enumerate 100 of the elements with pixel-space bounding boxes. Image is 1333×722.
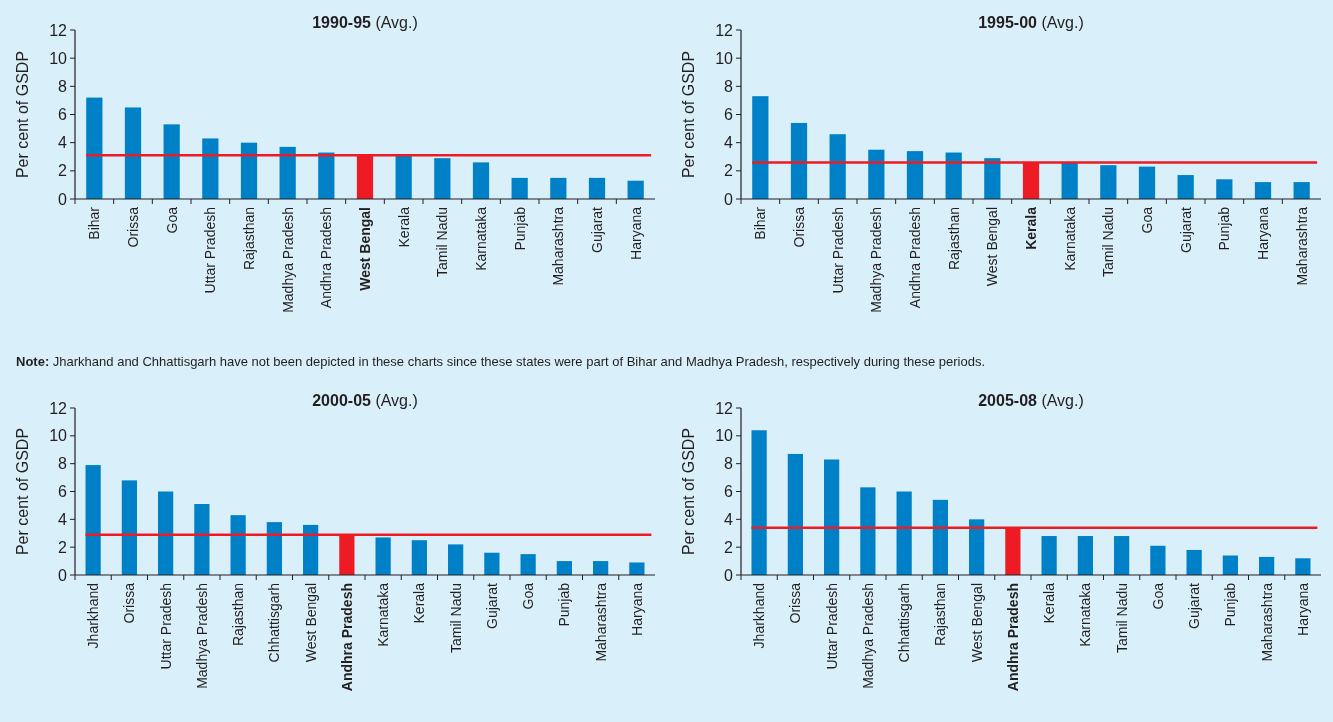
y-axis-title: Per cent of GSDP [680, 427, 697, 556]
y-tick-label: 12 [49, 21, 68, 39]
bar [1114, 536, 1130, 575]
bar [868, 149, 885, 199]
x-tick-label: Kerala [1022, 206, 1039, 250]
bar [240, 142, 258, 199]
x-tick-label: Orissa [121, 582, 138, 624]
x-tick-label: Rajasthan [240, 207, 257, 271]
bar [86, 97, 103, 199]
x-tick-label: Kerala [395, 206, 412, 248]
bar [158, 491, 174, 575]
bar [448, 544, 464, 575]
y-tick-label: 10 [49, 427, 68, 445]
x-tick-label: Orissa [790, 206, 807, 248]
y-axis-title: Per cent of GSDP [14, 50, 31, 179]
x-tick-label: Madhya Pradesh [859, 583, 876, 689]
y-tick-label: 6 [58, 106, 68, 124]
y-axis-title: Per cent of GSDP [14, 427, 31, 556]
x-tick-label: Haryana [1254, 206, 1271, 260]
bar [163, 124, 180, 199]
bar [790, 122, 808, 199]
chart-title: 1990-95 [312, 14, 372, 31]
x-tick-label: Gujarat [1186, 582, 1203, 629]
x-tick-label: Goa [163, 206, 180, 234]
bar [906, 151, 924, 199]
bar [511, 177, 528, 199]
x-tick-label: Karnataka [1077, 582, 1094, 647]
bar [279, 146, 296, 199]
x-tick-label: Tamil Nadu [434, 207, 451, 278]
bar [829, 134, 846, 199]
x-tick-label: Rajasthan [932, 583, 949, 647]
y-tick-label: 12 [49, 399, 68, 417]
x-tick-label: Maharashtra [592, 582, 609, 662]
x-tick-label: Karnataka [472, 206, 489, 271]
x-tick-label: Gujarat [483, 582, 500, 629]
x-tick-label: Haryana [1294, 582, 1311, 636]
x-tick-label: Andhra Pradesh [1004, 583, 1021, 692]
x-tick-label: Punjab [1216, 206, 1233, 251]
y-tick-label: 0 [58, 566, 68, 584]
x-tick-label: Haryana [628, 582, 645, 636]
y-tick-label: 6 [58, 483, 68, 501]
y-tick-label: 10 [715, 49, 734, 67]
bar [434, 158, 451, 199]
bar [484, 552, 500, 575]
y-tick-label: 0 [724, 566, 734, 584]
bar [266, 522, 282, 575]
y-tick-label: 2 [58, 538, 68, 556]
bar [121, 480, 137, 575]
x-tick-label: Madhya Pradesh [868, 207, 885, 313]
x-tick-label: West Bengal [356, 207, 373, 291]
x-tick-label: Rajasthan [230, 583, 247, 647]
bar [1259, 556, 1275, 575]
y-tick-label: 12 [715, 21, 734, 39]
x-tick-label: Karnataka [1061, 206, 1078, 271]
y-tick-label: 4 [724, 134, 734, 152]
x-tick-label: Madhya Pradesh [279, 207, 296, 313]
bar [752, 96, 769, 199]
x-tick-label: Maharashtra [1293, 206, 1310, 286]
y-tick-label: 8 [58, 455, 68, 473]
x-tick-label: Jharkhand [751, 583, 768, 649]
y-axis-title: Per cent of GSDP [680, 50, 697, 179]
bar [860, 487, 876, 575]
bar [472, 162, 490, 199]
chart-title: 2000-05 [312, 392, 372, 409]
bar [194, 504, 210, 575]
bar [520, 554, 536, 575]
x-tick-label: Andhra Pradesh [318, 207, 335, 309]
y-tick-label: 6 [724, 106, 734, 124]
x-tick-label: Tamil Nadu [1113, 583, 1130, 654]
bar [969, 519, 985, 575]
x-tick-label: Punjab [1222, 582, 1239, 627]
y-tick-label: 8 [724, 455, 734, 473]
x-tick-label: Maharashtra [550, 206, 567, 286]
y-tick-label: 2 [724, 162, 734, 180]
x-tick-label: Uttar Pradesh [823, 583, 840, 670]
bar [1186, 549, 1202, 575]
y-tick-label: 10 [49, 49, 68, 67]
x-tick-label: Bihar [86, 206, 103, 240]
x-tick-label: Orissa [124, 206, 141, 248]
x-tick-label: Gujarat [1177, 206, 1194, 253]
x-tick-label: Karnataka [375, 582, 392, 647]
chart-subtitle: (Avg.) [1036, 392, 1084, 409]
y-tick-label: 8 [58, 77, 68, 95]
x-tick-label: Goa [520, 582, 537, 610]
y-tick-label: 8 [724, 77, 734, 95]
chart-subtitle: (Avg.) [370, 14, 418, 31]
bar [896, 491, 912, 575]
bar [1254, 182, 1272, 199]
x-tick-label: Chhattisgarh [896, 583, 913, 663]
x-tick-label: Rajasthan [945, 207, 962, 271]
bar [1138, 166, 1156, 199]
bar [1041, 536, 1057, 575]
y-tick-label: 0 [58, 190, 68, 208]
bar [1216, 179, 1233, 199]
x-tick-label: Uttar Pradesh [829, 207, 846, 294]
bar [588, 177, 606, 199]
x-tick-label: Tamil Nadu [447, 583, 464, 654]
bar [556, 561, 572, 575]
text: Note: Jharkhand and Chhattisgarh have not been depicted in these charts since these states were part of Bihar and Madhya Pradesh, respectively during these periods. [16, 354, 986, 369]
x-tick-label: Gujarat [588, 206, 605, 253]
